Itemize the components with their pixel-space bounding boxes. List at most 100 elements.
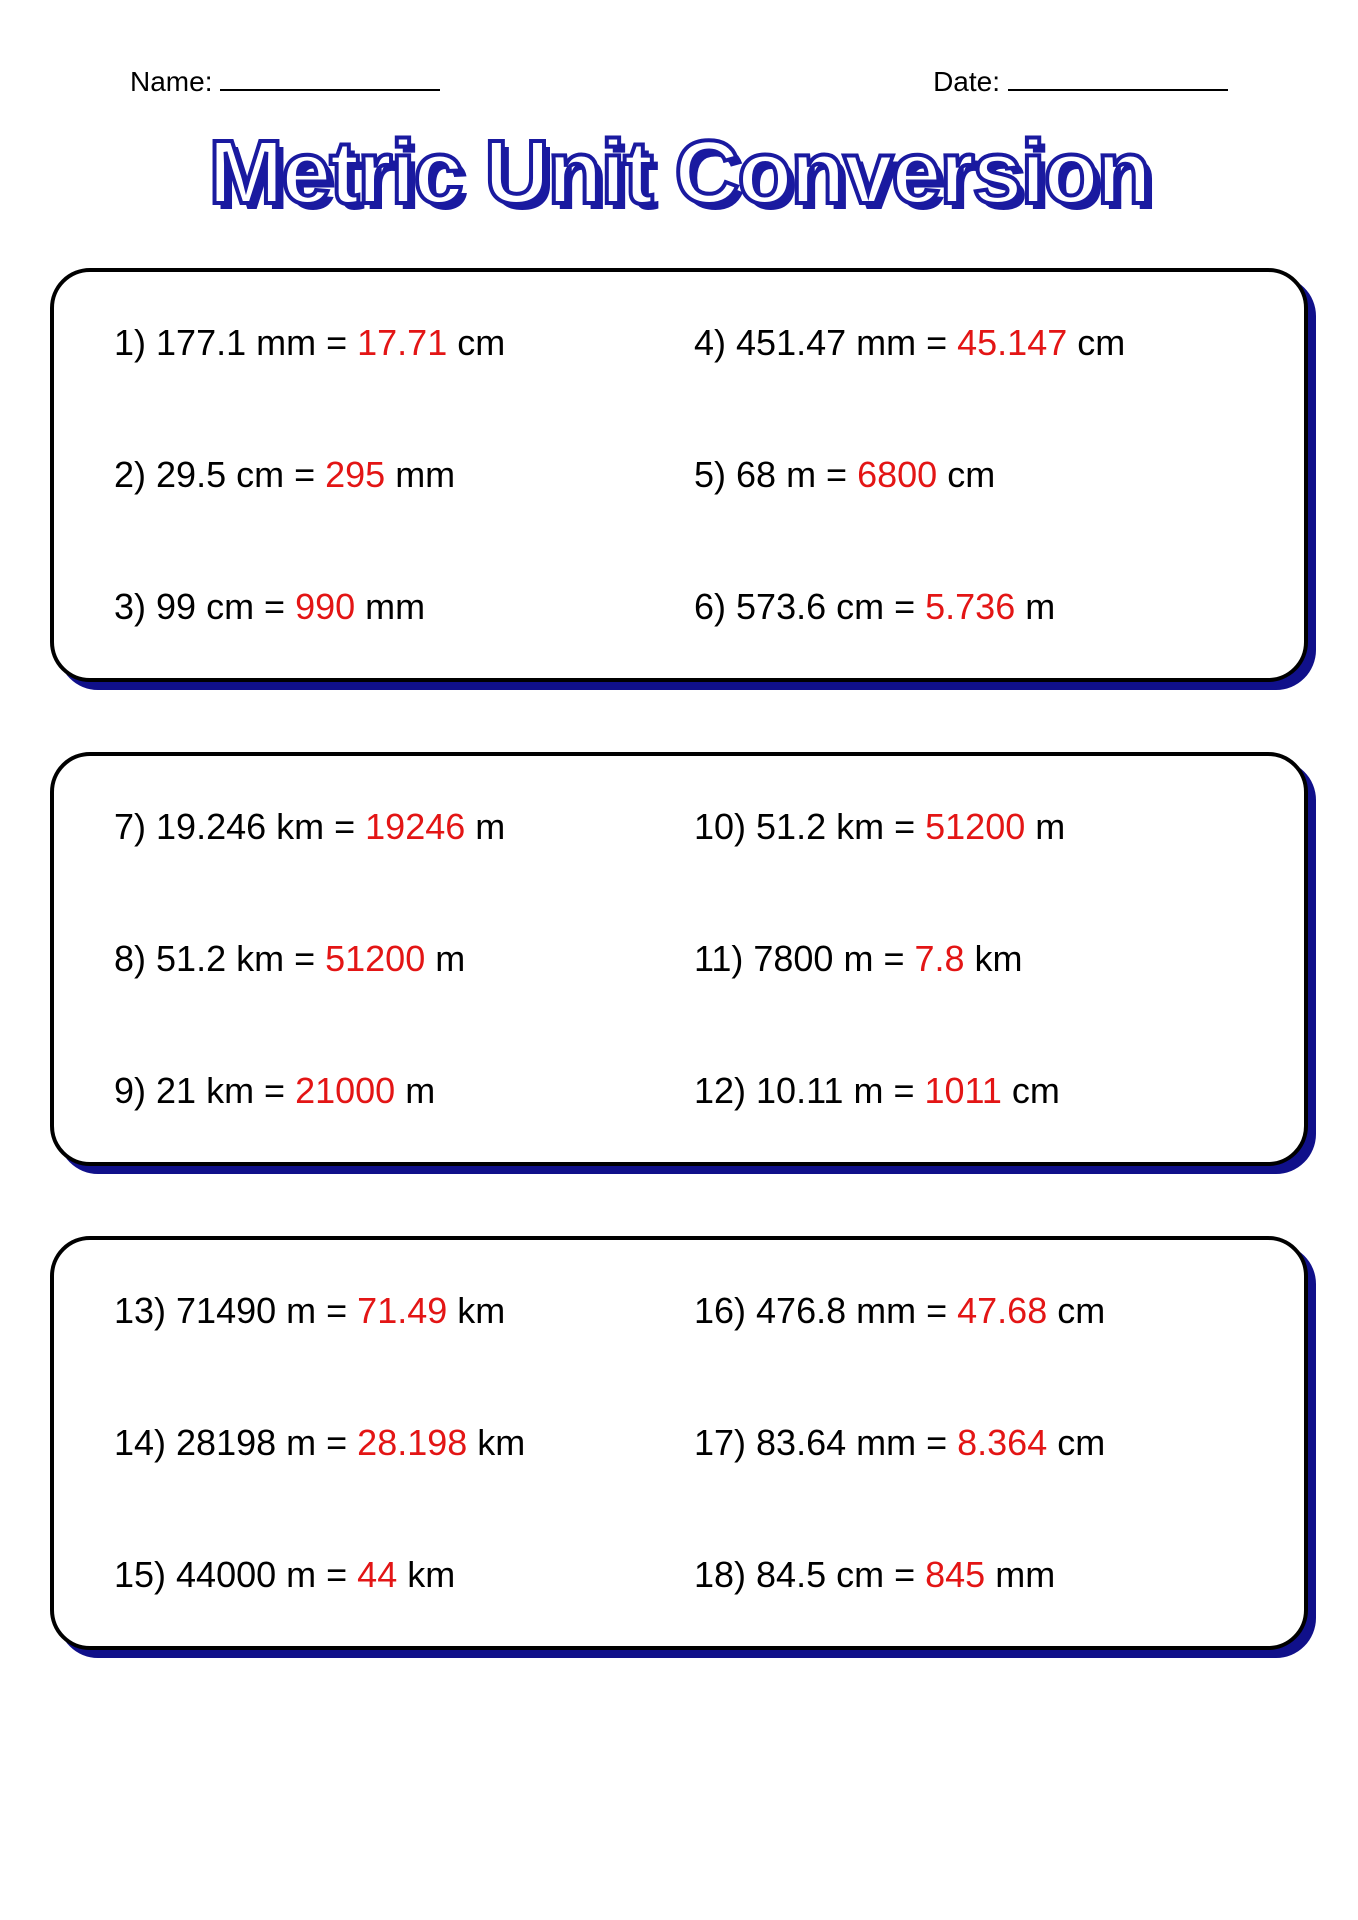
- lhs: ) 573.6 cm =: [714, 586, 925, 627]
- answer: 21000: [295, 1070, 395, 1111]
- rhs-unit: cm: [937, 454, 995, 495]
- answer: 7.8: [914, 938, 964, 979]
- problem-box: 1) 177.1 mm = 17.71 cm4) 451.47 mm = 45.…: [50, 268, 1308, 682]
- rhs-unit: km: [467, 1422, 525, 1463]
- problem: 4) 451.47 mm = 45.147 cm: [694, 322, 1254, 364]
- problem-box: 7) 19.246 km = 19246 m10) 51.2 km = 5120…: [50, 752, 1308, 1166]
- lhs: ) 21 km =: [134, 1070, 295, 1111]
- problem-number: 11: [694, 938, 731, 979]
- rhs-unit: m: [395, 1070, 435, 1111]
- problem: 3) 99 cm = 990 mm: [114, 586, 674, 628]
- lhs: ) 451.47 mm =: [714, 322, 957, 363]
- rhs-unit: m: [465, 806, 505, 847]
- answer: 47.68: [957, 1290, 1047, 1331]
- problem-number: 14: [114, 1422, 154, 1463]
- problem-number: 2: [114, 454, 134, 495]
- answer: 5.736: [925, 586, 1015, 627]
- answer: 295: [325, 454, 385, 495]
- answer: 990: [295, 586, 355, 627]
- date-underline[interactable]: [1008, 60, 1228, 91]
- answer: 8.364: [957, 1422, 1047, 1463]
- name-label: Name:: [130, 66, 212, 98]
- rhs-unit: m: [1015, 586, 1055, 627]
- problem-number: 18: [694, 1554, 734, 1595]
- answer: 44: [357, 1554, 397, 1595]
- answer: 17.71: [357, 322, 447, 363]
- problem: 9) 21 km = 21000 m: [114, 1070, 674, 1112]
- problem-number: 3: [114, 586, 134, 627]
- date-field: Date:: [933, 60, 1228, 98]
- rhs-unit: km: [447, 1290, 505, 1331]
- worksheet-title: Metric Unit Conversion: [208, 128, 1149, 218]
- boxes-container: 1) 177.1 mm = 17.71 cm4) 451.47 mm = 45.…: [50, 268, 1308, 1650]
- problem-number: 1: [114, 322, 134, 363]
- problem-number: 4: [694, 322, 714, 363]
- rhs-unit: km: [965, 938, 1023, 979]
- lhs: ) 44000 m =: [154, 1554, 357, 1595]
- lhs: ) 51.2 km =: [134, 938, 325, 979]
- problem: 16) 476.8 mm = 47.68 cm: [694, 1290, 1254, 1332]
- answer: 19246: [365, 806, 465, 847]
- date-label: Date:: [933, 66, 1000, 98]
- problem-number: 7: [114, 806, 134, 847]
- problem-number: 9: [114, 1070, 134, 1111]
- lhs: ) 177.1 mm =: [134, 322, 357, 363]
- lhs: ) 476.8 mm =: [734, 1290, 957, 1331]
- problem: 12) 10.11 m = 1011 cm: [694, 1070, 1254, 1112]
- problem: 8) 51.2 km = 51200 m: [114, 938, 674, 980]
- name-underline[interactable]: [220, 60, 440, 91]
- problem: 5) 68 m = 6800 cm: [694, 454, 1254, 496]
- answer: 51200: [925, 806, 1025, 847]
- lhs: ) 19.246 km =: [134, 806, 365, 847]
- answer: 45.147: [957, 322, 1067, 363]
- header-row: Name: Date:: [50, 60, 1308, 118]
- lhs: ) 51.2 km =: [734, 806, 925, 847]
- problem: 14) 28198 m = 28.198 km: [114, 1422, 674, 1464]
- rhs-unit: cm: [1002, 1070, 1060, 1111]
- answer: 28.198: [357, 1422, 467, 1463]
- answer: 845: [925, 1554, 985, 1595]
- answer: 1011: [924, 1070, 1001, 1111]
- lhs: ) 71490 m =: [154, 1290, 357, 1331]
- problem: 17) 83.64 mm = 8.364 cm: [694, 1422, 1254, 1464]
- rhs-unit: mm: [355, 586, 425, 627]
- problem-number: 5: [694, 454, 714, 495]
- problem: 18) 84.5 cm = 845 mm: [694, 1554, 1254, 1596]
- lhs: ) 29.5 cm =: [134, 454, 325, 495]
- problem: 7) 19.246 km = 19246 m: [114, 806, 674, 848]
- title-wrap: Metric Unit Conversion: [50, 128, 1308, 218]
- lhs: ) 84.5 cm =: [734, 1554, 925, 1595]
- lhs: ) 99 cm =: [134, 586, 295, 627]
- lhs: ) 83.64 mm =: [734, 1422, 957, 1463]
- problem: 13) 71490 m = 71.49 km: [114, 1290, 674, 1332]
- rhs-unit: mm: [385, 454, 455, 495]
- answer: 71.49: [357, 1290, 447, 1331]
- problem: 15) 44000 m = 44 km: [114, 1554, 674, 1596]
- rhs-unit: cm: [1047, 1290, 1105, 1331]
- problem-number: 16: [694, 1290, 734, 1331]
- problem: 10) 51.2 km = 51200 m: [694, 806, 1254, 848]
- rhs-unit: cm: [1067, 322, 1125, 363]
- rhs-unit: cm: [1047, 1422, 1105, 1463]
- rhs-unit: cm: [447, 322, 505, 363]
- answer: 51200: [325, 938, 435, 979]
- answer: 6800: [857, 454, 937, 495]
- problem-number: 10: [694, 806, 734, 847]
- problem: 11) 7800 m = 7.8 km: [694, 938, 1254, 980]
- rhs-unit: m: [435, 938, 465, 979]
- name-field: Name:: [130, 60, 440, 98]
- problem-number: 12: [694, 1070, 734, 1111]
- problem-number: 17: [694, 1422, 734, 1463]
- rhs-unit: mm: [985, 1554, 1055, 1595]
- lhs: ) 28198 m =: [154, 1422, 357, 1463]
- problem-number: 8: [114, 938, 134, 979]
- problem-number: 15: [114, 1554, 154, 1595]
- rhs-unit: m: [1025, 806, 1065, 847]
- lhs: ) 68 m =: [714, 454, 857, 495]
- rhs-unit: km: [397, 1554, 455, 1595]
- problem: 1) 177.1 mm = 17.71 cm: [114, 322, 674, 364]
- problem-number: 13: [114, 1290, 154, 1331]
- problem-box: 13) 71490 m = 71.49 km 16) 476.8 mm = 47.…: [50, 1236, 1308, 1650]
- problem: 6) 573.6 cm = 5.736 m: [694, 586, 1254, 628]
- problem-number: 6: [694, 586, 714, 627]
